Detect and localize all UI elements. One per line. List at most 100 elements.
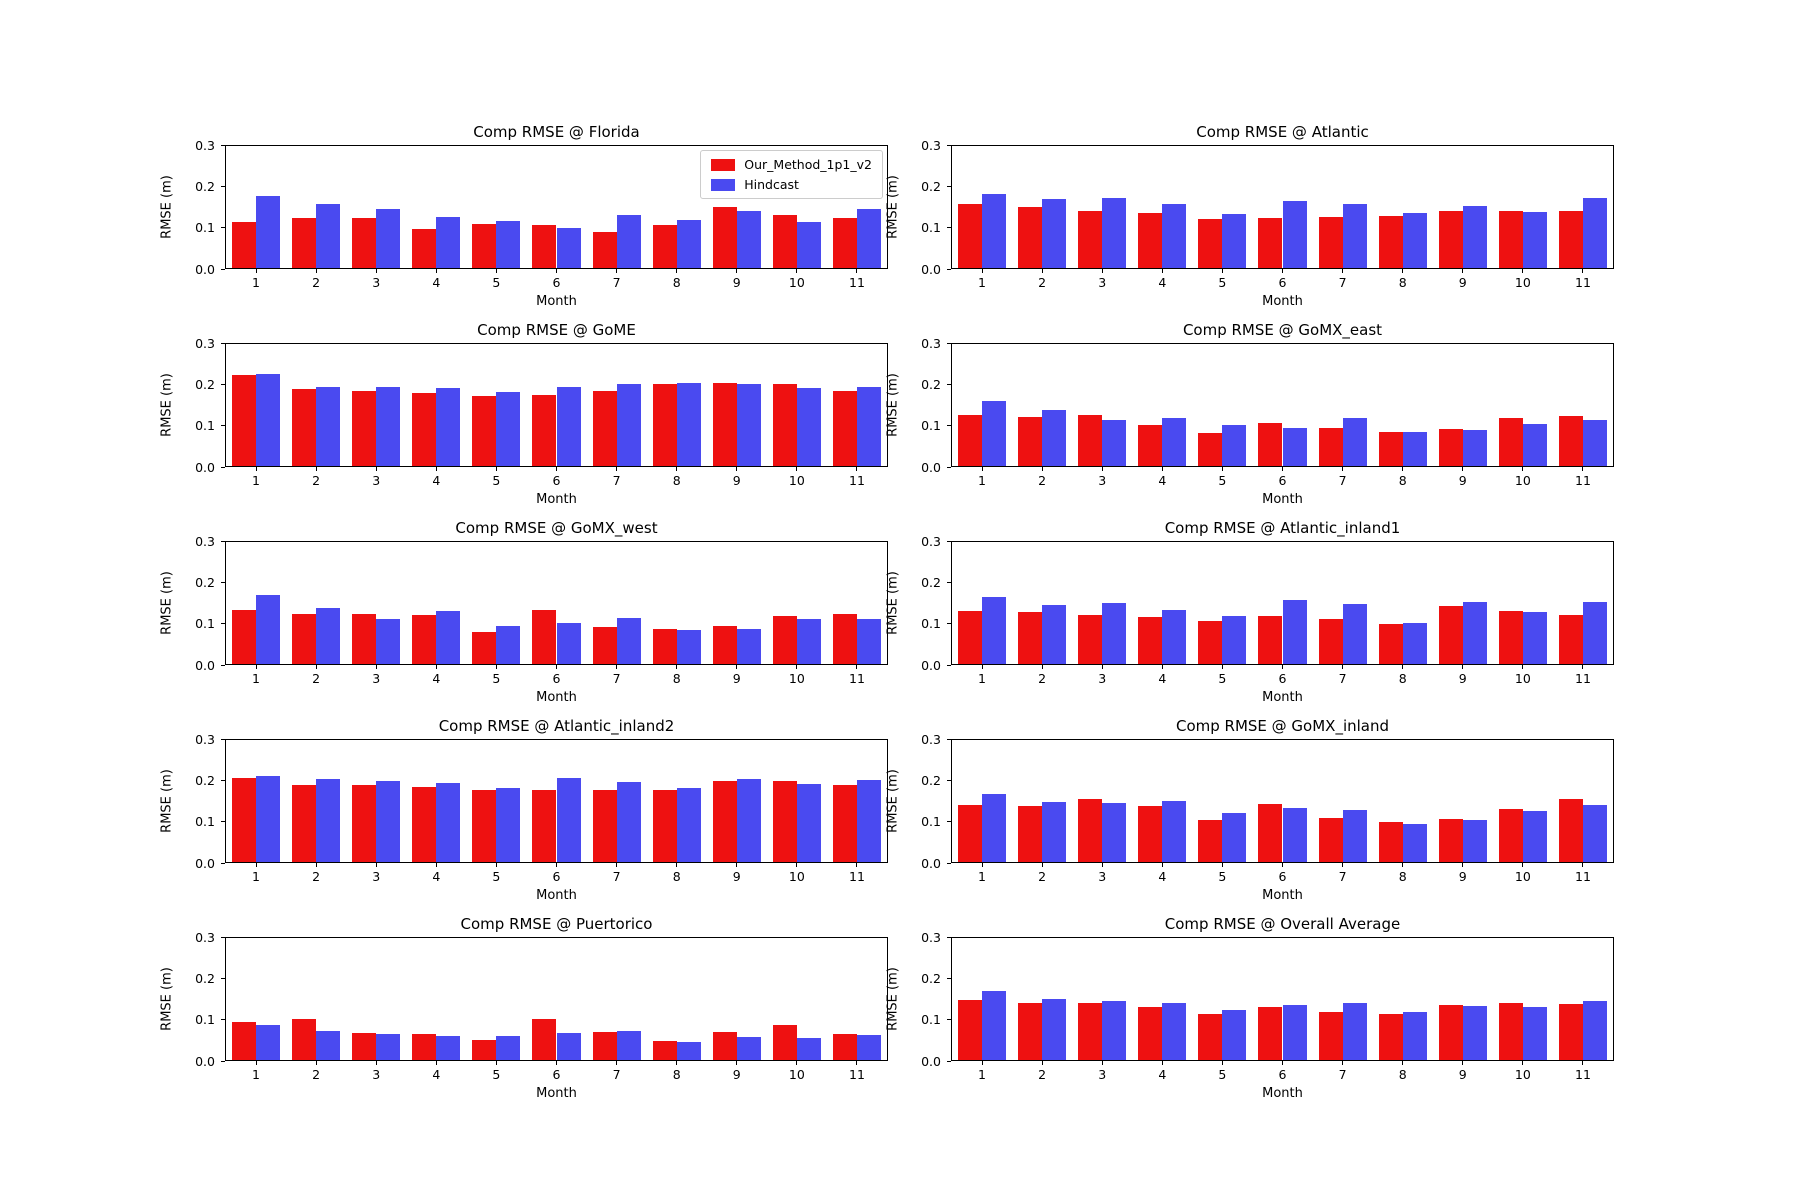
bar-our-method-month-1 (958, 611, 983, 664)
x-tick-label: 11 (1575, 275, 1591, 290)
y-tick-mark (947, 540, 951, 542)
bar-our-method-month-10 (1498, 808, 1523, 862)
y-tick-label: 0.0 (195, 657, 215, 673)
bar-hindcast-month-6 (556, 227, 581, 268)
x-tick-mark (315, 269, 317, 273)
bar-our-method-month-4 (412, 392, 437, 466)
plot-area (225, 937, 888, 1061)
bar-our-method-month-8 (1378, 822, 1403, 862)
x-tick-label: 1 (978, 275, 986, 290)
x-tick-mark (1221, 467, 1223, 471)
x-tick-mark (736, 863, 738, 867)
y-tick-label: 0.3 (921, 929, 941, 945)
x-tick-label: 7 (1338, 473, 1347, 488)
x-tick-mark (676, 467, 678, 471)
bar-our-method-month-7 (592, 232, 617, 268)
x-tick-label: 5 (1218, 275, 1227, 290)
bar-our-method-month-10 (1498, 1002, 1523, 1060)
bar-hindcast-month-11 (1582, 1001, 1607, 1060)
x-tick-label: 2 (312, 473, 321, 488)
bar-our-method-month-7 (592, 390, 617, 466)
bar-hindcast-month-6 (1282, 201, 1307, 268)
bar-our-method-month-1 (958, 1000, 983, 1060)
x-axis-label: Month (1262, 1086, 1303, 1101)
bar-our-method-month-8 (1378, 431, 1403, 466)
y-tick-label: 0.2 (195, 772, 215, 788)
x-tick-mark (676, 1061, 678, 1065)
bar-our-method-month-2 (292, 1019, 317, 1060)
x-tick-mark (375, 269, 377, 273)
x-tick-label: 3 (372, 671, 381, 686)
x-tick-mark (1221, 863, 1223, 867)
y-tick-mark (221, 1060, 225, 1062)
y-tick-label: 0.2 (921, 376, 941, 392)
x-tick-mark (1582, 467, 1584, 471)
bar-hindcast-month-7 (616, 618, 641, 664)
y-axis-label: RMSE (m) (159, 373, 175, 437)
bar-hindcast-month-10 (1522, 612, 1547, 664)
y-axis-label: RMSE (m) (885, 571, 901, 635)
bar-our-method-month-7 (1318, 818, 1343, 862)
x-tick-label: 1 (252, 869, 260, 884)
x-tick-label: 6 (552, 473, 561, 488)
bar-hindcast-month-9 (736, 384, 761, 466)
bar-our-method-month-4 (1138, 424, 1163, 466)
y-tick-label: 0.1 (921, 1012, 941, 1028)
bar-our-method-month-6 (1258, 217, 1283, 268)
bar-our-method-month-9 (712, 383, 737, 466)
x-tick-mark (255, 665, 257, 669)
y-tick-label: 0.2 (921, 574, 941, 590)
bar-our-method-month-5 (1198, 1014, 1223, 1060)
y-tick-label: 0.2 (195, 376, 215, 392)
y-tick-mark (221, 779, 225, 781)
x-tick-label: 6 (552, 275, 561, 290)
bar-our-method-month-5 (472, 631, 497, 664)
x-tick-label: 7 (1338, 869, 1347, 884)
x-tick-label: 1 (978, 671, 986, 686)
y-axis-label: RMSE (m) (885, 175, 901, 239)
bar-our-method-month-9 (1438, 1005, 1463, 1060)
subplot-florida: Comp RMSE @ Florida RMSE (m) 0.0 0.1 0.2 0.3 1… (160, 123, 888, 309)
x-tick-label: 5 (492, 473, 501, 488)
x-tick-label: 10 (788, 275, 805, 290)
y-tick-label: 0.3 (195, 533, 215, 549)
bar-our-method-month-5 (472, 396, 497, 466)
y-tick-mark (947, 581, 951, 583)
x-tick-label: 2 (312, 869, 321, 884)
x-tick-label: 8 (672, 671, 681, 686)
bar-our-method-month-11 (832, 218, 857, 268)
y-tick-label: 0.0 (921, 261, 941, 277)
bar-our-method-month-5 (1198, 620, 1223, 664)
x-tick-label: 3 (1098, 275, 1107, 290)
x-axis-label: Month (1262, 294, 1303, 309)
x-tick-label: 8 (672, 275, 681, 290)
x-tick-mark (736, 269, 738, 273)
bar-hindcast-month-9 (736, 1037, 761, 1060)
x-tick-label: 6 (552, 869, 561, 884)
bar-our-method-month-8 (1378, 1013, 1403, 1060)
x-tick-mark (1462, 1061, 1464, 1065)
bar-hindcast-month-4 (1162, 204, 1187, 268)
y-tick-mark (947, 936, 951, 938)
x-tick-mark (495, 665, 497, 669)
bar-hindcast-month-2 (1042, 199, 1067, 268)
x-tick-mark (1161, 467, 1163, 471)
y-tick-label: 0.2 (921, 970, 941, 986)
x-tick-mark (616, 863, 618, 867)
x-tick-label: 11 (849, 473, 865, 488)
y-tick-mark (947, 977, 951, 979)
x-tick-label: 3 (1098, 473, 1107, 488)
bar-our-method-month-1 (958, 204, 983, 268)
bar-our-method-month-6 (532, 610, 557, 664)
x-tick-mark (981, 665, 983, 669)
x-tick-label: 8 (672, 1067, 681, 1082)
subplot-puertorico: Comp RMSE @ Puertorico RMSE (m) 0.0 0.1 0.2 0… (160, 915, 888, 1101)
bar-our-method-month-8 (652, 628, 677, 664)
bar-hindcast-month-2 (316, 779, 341, 862)
bar-our-method-month-1 (232, 609, 257, 664)
x-tick-label: 8 (1398, 869, 1407, 884)
x-tick-mark (315, 863, 317, 867)
x-tick-label: 10 (788, 671, 805, 686)
x-tick-mark (1582, 665, 1584, 669)
bar-hindcast-month-9 (736, 779, 761, 862)
